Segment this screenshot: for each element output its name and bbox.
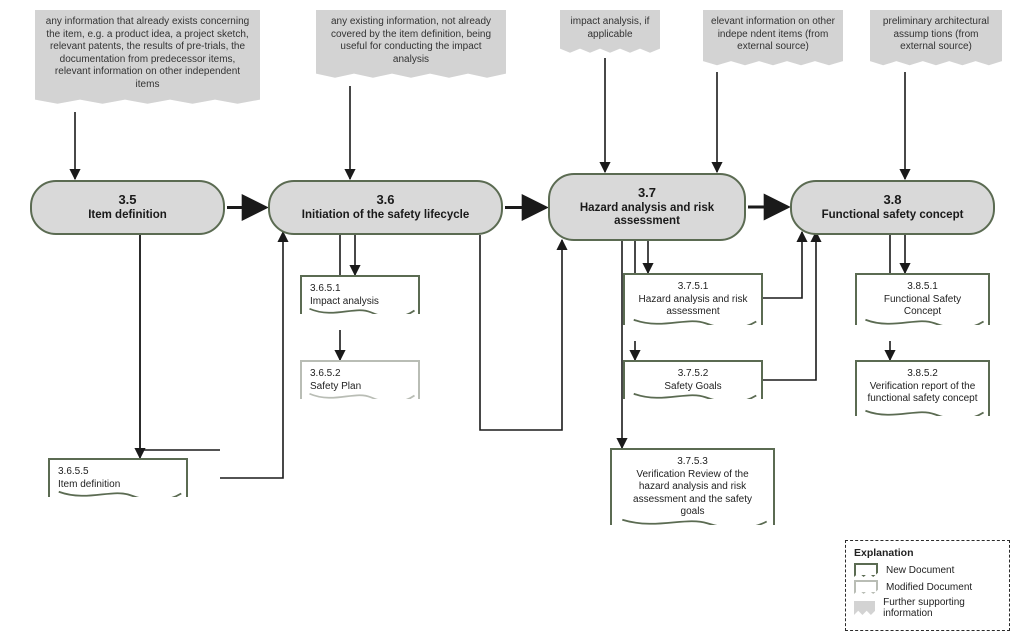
process-title: Initiation of the safety lifecycle [302,209,469,223]
doc-id: 3.7.5.1 [633,281,753,294]
doc-d3753: 3.7.5.3 Verification Review of the hazar… [610,448,775,533]
process-id: 3.7 [638,185,656,202]
doc-d3852: 3.8.5.2 Verification report of the funct… [855,360,990,424]
legend-title: Explanation [854,547,1001,559]
doc-d3652: 3.6.5.2 Safety Plan [300,360,420,407]
doc-text: Safety Plan [310,381,410,394]
legend-row-mod: Modified Document [854,580,1001,594]
legend-swatch-doc [854,563,878,577]
process-title: Functional safety concept [822,209,964,223]
legend-row-new: New Document [854,563,1001,577]
legend-row-sup: Further supporting information [854,597,1001,619]
legend-swatch-support [854,601,875,615]
doc-id: 3.6.5.1 [310,283,410,296]
process-id: 3.6 [376,192,394,209]
support-s37: impact analysis, if applicable [560,10,660,47]
doc-text: Functional Safety Concept [865,294,980,319]
process-title: Hazard analysis and risk assessment [560,202,734,230]
doc-d3751: 3.7.5.1 Hazard analysis and risk assessm… [623,273,763,333]
diagram-stage: any information that already exists conc… [0,0,1024,644]
support-s37b: elevant information on other indepe nden… [703,10,843,60]
legend-box: Explanation New Document Modified Documen… [845,540,1010,631]
process-p37: 3.7 Hazard analysis and risk assessment [548,173,746,241]
support-s38: preliminary architectural assump tions (… [870,10,1002,60]
doc-id: 3.7.5.2 [633,368,753,381]
process-title: Item definition [88,209,167,223]
doc-text: Verification report of the functional sa… [865,381,980,406]
doc-d3851: 3.8.5.1 Functional Safety Concept [855,273,990,333]
doc-text: Hazard analysis and risk assessment [633,294,753,319]
legend-label: Modified Document [886,582,972,593]
doc-id: 3.8.5.1 [865,281,980,294]
doc-text: Safety Goals [633,381,753,394]
doc-d3752: 3.7.5.2 Safety Goals [623,360,763,407]
doc-d3651: 3.6.5.1 Impact analysis [300,275,420,322]
doc-id: 3.6.5.2 [310,368,410,381]
legend-label: New Document [886,565,954,576]
doc-id: 3.6.5.5 [58,466,178,479]
support-s35: any information that already exists conc… [35,10,260,98]
legend-label: Further supporting information [883,597,1001,619]
support-s36: any existing information, not already co… [316,10,506,72]
doc-id: 3.8.5.2 [865,368,980,381]
process-p35: 3.5 Item definition [30,180,225,235]
process-p38: 3.8 Functional safety concept [790,180,995,235]
process-id: 3.8 [883,192,901,209]
doc-id: 3.7.5.3 [620,456,765,469]
doc-text: Verification Review of the hazard analys… [620,469,765,519]
doc-text: Impact analysis [310,296,410,309]
doc-d3655: 3.6.5.5 Item definition [48,458,188,505]
doc-text: Item definition [58,479,178,492]
process-id: 3.5 [118,192,136,209]
process-p36: 3.6 Initiation of the safety lifecycle [268,180,503,235]
legend-swatch-doc [854,580,878,594]
